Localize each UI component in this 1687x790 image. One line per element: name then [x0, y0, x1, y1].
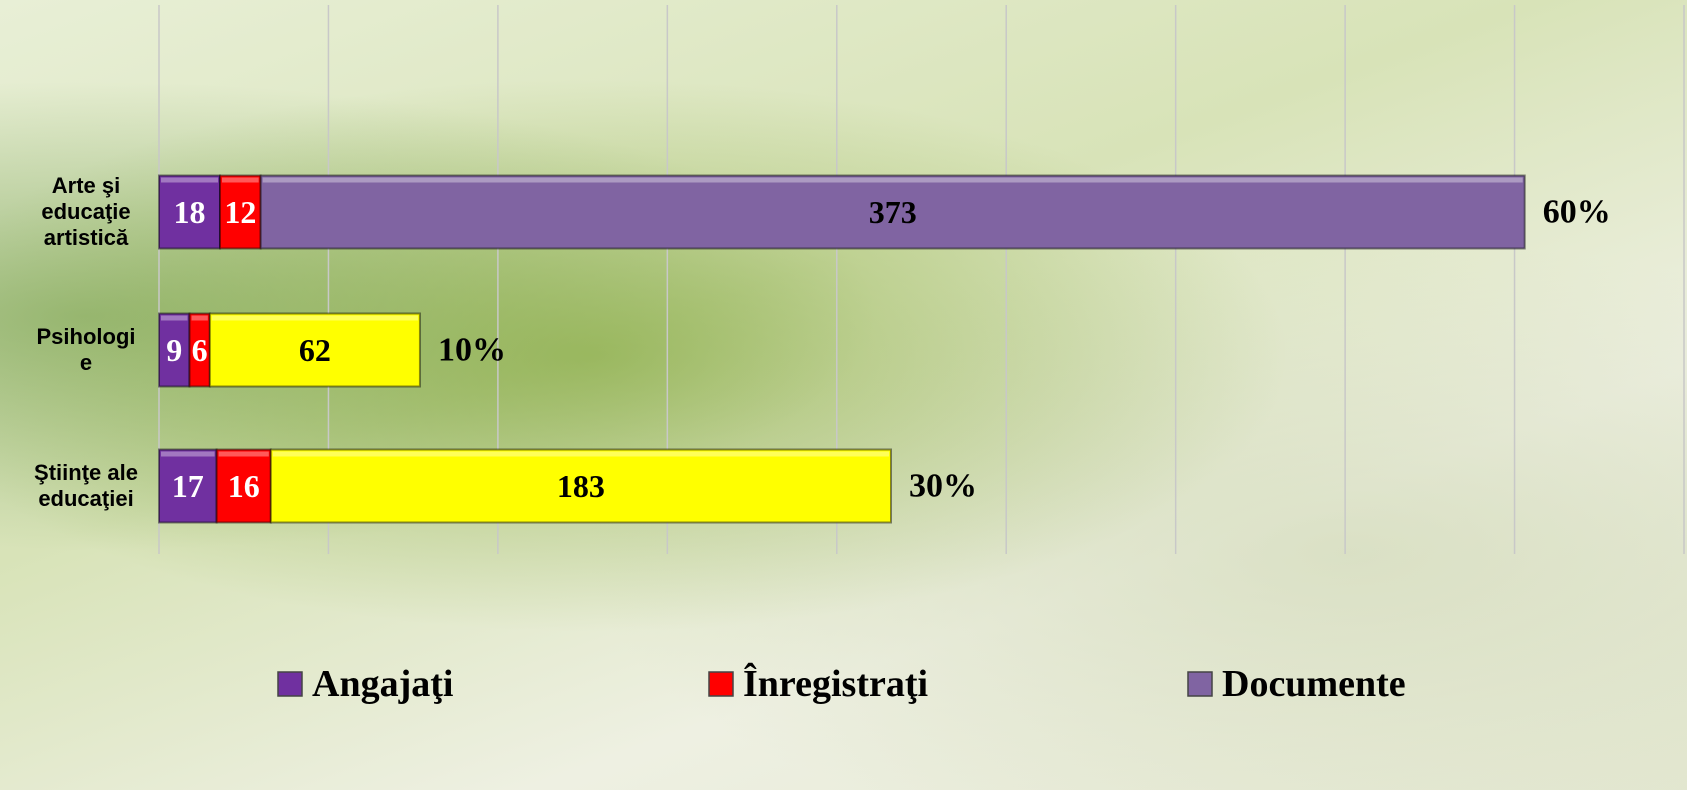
bar-segment	[215, 448, 272, 524]
bar-segment	[208, 312, 421, 388]
value-label: 17	[172, 468, 204, 504]
bar-highlight	[161, 315, 188, 321]
bar-segment	[219, 174, 262, 250]
value-label: 183	[557, 468, 605, 504]
bar-highlight	[161, 451, 215, 457]
value-label: 6	[192, 332, 208, 368]
bar-highlight	[161, 177, 218, 183]
value-label: 62	[299, 332, 331, 368]
category-label: Ştiinţe ale educaţiei	[34, 460, 138, 511]
legend-swatch	[708, 671, 734, 697]
bar-highlight	[222, 177, 259, 183]
percent-label: 60%	[1543, 194, 1611, 231]
value-label: 12	[224, 194, 256, 230]
bar-highlight	[272, 451, 889, 457]
bar-segment	[158, 448, 218, 524]
percent-label: 10%	[438, 332, 506, 369]
value-label: 18	[174, 194, 206, 230]
bar-segment	[259, 174, 1526, 250]
legend-swatch	[1187, 671, 1213, 697]
bar-highlight	[262, 177, 1523, 183]
value-label: 9	[166, 332, 182, 368]
value-label: 373	[869, 194, 917, 230]
percent-label: 30%	[909, 468, 977, 505]
bar-highlight	[218, 451, 269, 457]
bar-segment	[158, 312, 191, 388]
legend-label: Înregistraţi	[743, 663, 928, 705]
category-label: Arte şi educaţie artistică	[41, 173, 131, 250]
legend-label: Angajaţi	[312, 663, 453, 705]
legend-swatch	[277, 671, 303, 697]
bar-highlight	[211, 315, 418, 321]
value-label: 16	[228, 468, 260, 504]
category-label: Psihologie	[36, 324, 136, 375]
bar-highlight	[191, 315, 208, 321]
legend-label: Documente	[1222, 663, 1406, 705]
bar-segment	[269, 448, 893, 524]
